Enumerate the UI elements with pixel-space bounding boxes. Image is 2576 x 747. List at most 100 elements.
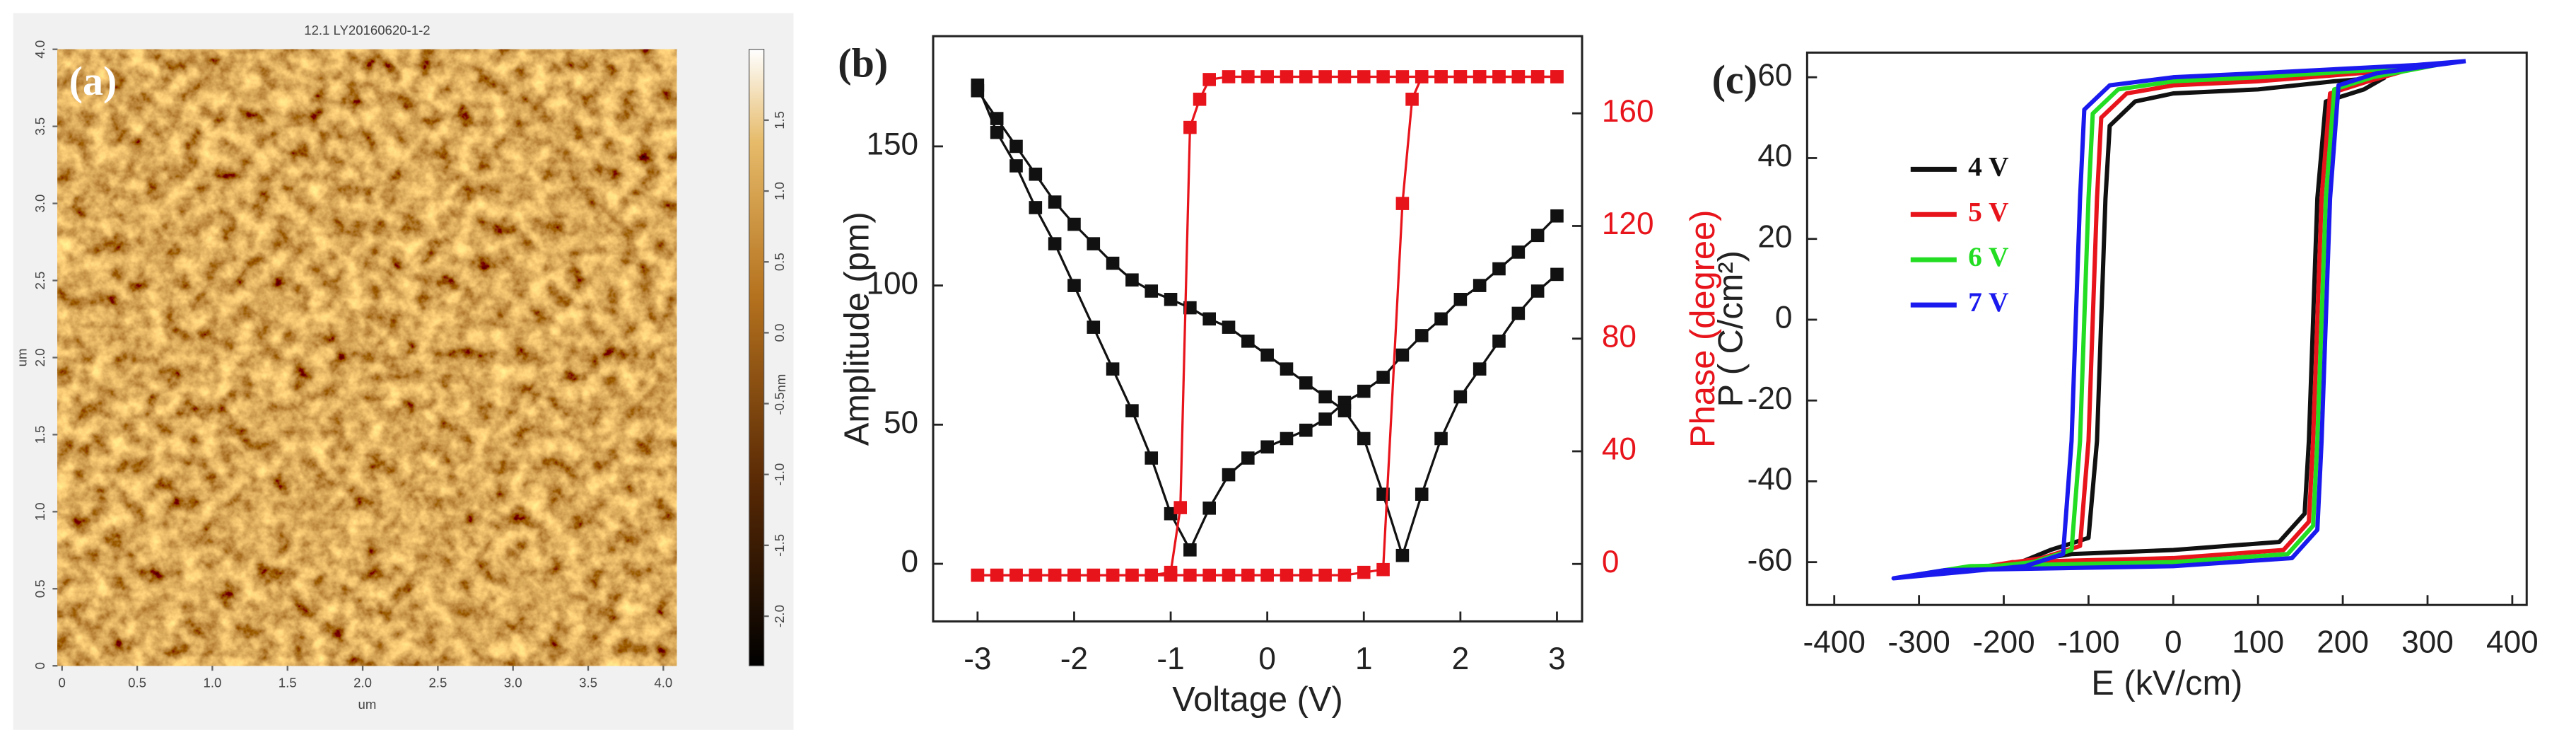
marker — [1106, 568, 1120, 582]
marker — [1550, 267, 1564, 282]
marker — [1434, 70, 1448, 83]
marker — [1260, 348, 1274, 362]
x-tick-label: 2 — [1452, 642, 1470, 676]
marker — [1473, 70, 1487, 83]
marker — [1337, 568, 1352, 582]
marker — [1453, 390, 1468, 404]
marker — [1260, 568, 1274, 582]
marker — [1337, 70, 1352, 83]
marker — [1530, 284, 1545, 298]
y-tick-label: 0 — [901, 545, 919, 579]
colorbar-tick-label: -1.0 — [772, 463, 787, 486]
y-tick-label: 4.0 — [33, 40, 47, 59]
x-tick-label: 0.5 — [128, 676, 146, 690]
series-line — [1891, 59, 2466, 581]
x-tick-label: 300 — [2401, 625, 2454, 660]
marker — [1193, 93, 1207, 106]
marker — [1183, 568, 1197, 582]
marker — [1067, 279, 1081, 292]
marker — [1202, 312, 1217, 326]
marker — [1395, 70, 1410, 83]
y-tick-label: 100 — [866, 266, 918, 301]
marker — [1357, 384, 1371, 398]
x-tick-label: 3.0 — [504, 676, 522, 690]
marker — [1550, 209, 1564, 223]
marker — [990, 112, 1004, 125]
x-axis-label: E (kV/cm) — [2091, 664, 2242, 702]
y-tick-label: 2.5 — [33, 272, 47, 290]
x-axis-label: Voltage (V) — [1172, 681, 1342, 719]
colorbar-tick-label: -2.0 — [772, 605, 787, 627]
marker — [1376, 562, 1390, 577]
marker — [1173, 501, 1188, 514]
y2-tick-label: 80 — [1602, 319, 1637, 354]
x-tick-label: 0 — [1258, 642, 1276, 676]
marker — [1415, 70, 1429, 83]
marker — [1241, 568, 1255, 582]
x-tick-label: 2.0 — [353, 676, 372, 690]
marker — [1395, 348, 1410, 362]
y-tick-label: 60 — [1757, 58, 1792, 93]
marker — [1299, 423, 1313, 437]
x-tick-label: 4.0 — [654, 676, 672, 690]
marker — [1202, 568, 1217, 582]
x-tick-label: -200 — [1972, 625, 2035, 660]
marker — [1183, 543, 1197, 557]
y-tick-label: 1.0 — [33, 502, 47, 521]
x-tick-label: -1 — [1157, 642, 1184, 676]
y2-tick-label: 0 — [1602, 545, 1620, 579]
marker — [1048, 237, 1062, 250]
chart-title: 12.1 LY20160620-1-2 — [304, 23, 430, 37]
colorbar-label: nm — [773, 374, 788, 393]
marker — [1087, 320, 1101, 334]
marker — [1009, 159, 1023, 173]
colorbar-tick-label: -0.5 — [772, 393, 787, 415]
marker — [1260, 70, 1274, 83]
marker — [1067, 217, 1081, 231]
marker — [1280, 70, 1294, 83]
panel-label: (b) — [838, 40, 888, 86]
marker — [1009, 568, 1023, 582]
marker — [1318, 568, 1332, 582]
marker — [1106, 256, 1120, 270]
x-tick-label: -3 — [964, 642, 991, 676]
x-tick-label: 200 — [2317, 625, 2369, 660]
x-tick-label: 0 — [2165, 625, 2182, 660]
marker — [1473, 362, 1487, 376]
y-tick-label: 1.5 — [33, 425, 47, 444]
x-tick-label: 3.5 — [579, 676, 597, 690]
y-tick-label: 0 — [1775, 301, 1793, 335]
marker — [1376, 371, 1390, 384]
marker — [1299, 376, 1313, 390]
colorbar-tick-label: -1.5 — [772, 534, 787, 557]
x-tick-label: 0 — [59, 676, 66, 690]
marker — [1144, 568, 1159, 582]
marker — [1280, 362, 1294, 376]
legend-label: 7 V — [1968, 286, 2009, 318]
marker — [1405, 93, 1419, 106]
marker — [1241, 451, 1255, 465]
y-tick-label: 40 — [1757, 139, 1792, 173]
marker — [1318, 390, 1332, 404]
x-tick-label: -400 — [1803, 625, 1866, 660]
marker — [1106, 362, 1120, 376]
x-tick-label: 100 — [2232, 625, 2284, 660]
marker — [1183, 301, 1197, 315]
marker — [1144, 451, 1159, 465]
marker — [1164, 568, 1178, 582]
marker — [1415, 329, 1429, 342]
x-tick-label: 400 — [2486, 625, 2539, 660]
marker — [1357, 565, 1371, 579]
marker — [1434, 312, 1448, 326]
y-axis-label: P ( C/cm²) — [1712, 250, 1750, 407]
y-tick-label: 3.5 — [33, 117, 47, 136]
marker — [1530, 70, 1545, 83]
x-tick-label: 1.0 — [203, 676, 221, 690]
marker — [1048, 195, 1062, 209]
y2-tick-label: 40 — [1602, 432, 1637, 467]
marker — [1087, 237, 1101, 250]
y2-tick-label: 160 — [1602, 94, 1654, 129]
marker — [1492, 70, 1506, 83]
marker — [1222, 320, 1236, 334]
marker — [1530, 228, 1545, 243]
